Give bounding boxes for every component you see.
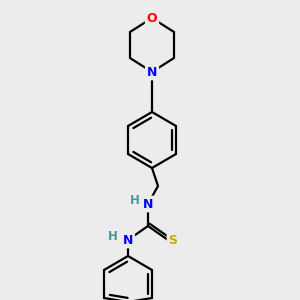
Text: H: H	[130, 194, 140, 206]
Text: N: N	[147, 65, 157, 79]
Text: O: O	[147, 11, 157, 25]
Text: S: S	[169, 233, 178, 247]
Text: N: N	[143, 197, 153, 211]
Text: H: H	[108, 230, 118, 244]
Text: N: N	[123, 233, 133, 247]
